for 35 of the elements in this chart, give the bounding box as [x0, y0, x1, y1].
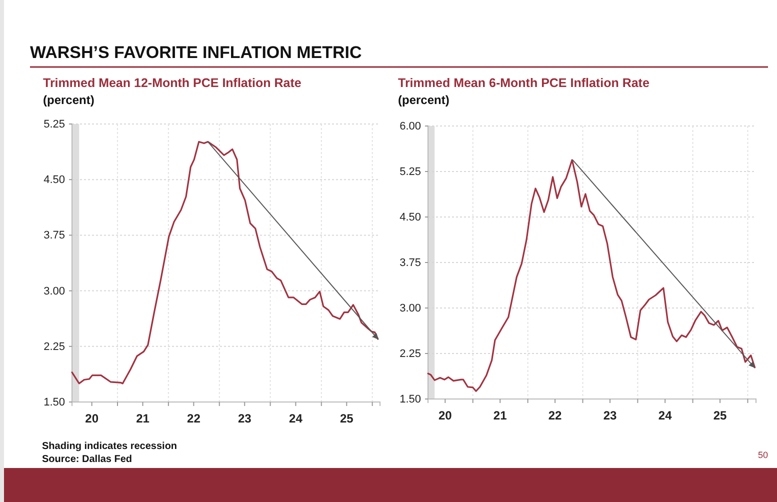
x-tick-label: 25 [340, 412, 354, 426]
x-tick-label: 22 [548, 408, 562, 423]
y-tick-label: 4.50 [44, 174, 65, 186]
y-tick-label: 4.50 [400, 212, 421, 224]
x-tick-label: 20 [438, 408, 452, 423]
line-series [71, 140, 379, 384]
text: 50 [758, 450, 768, 460]
y-tick-label: 6.00 [400, 120, 421, 133]
x-tick-label: 23 [603, 408, 617, 423]
y-axis-title: (percent) [398, 93, 450, 107]
y-tick-label: 2.25 [44, 340, 65, 353]
y-tick-label: 1.50 [400, 394, 421, 406]
x-tick-label: 24 [289, 412, 303, 426]
x-tick-label: 21 [493, 408, 508, 423]
y-tick-label: 2.25 [400, 348, 421, 360]
y-tick-label: 5.25 [400, 166, 421, 178]
y-tick-label: 3.00 [400, 302, 421, 315]
chart-subtitle: Trimmed Mean 12-Month PCE Inflation Rate [43, 76, 302, 90]
x-tick-label: 24 [658, 408, 672, 423]
x-tick-label: 20 [85, 412, 99, 426]
y-tick-label: 1.50 [44, 396, 65, 409]
chart-title: WARSH’S FAVORITE INFLATION METRIC [30, 43, 362, 62]
y-axis-title: (percent) [43, 93, 94, 107]
y-tick-label: 3.75 [44, 230, 65, 242]
x-tick-label: 21 [136, 412, 150, 426]
text: Shading indicates recession [42, 441, 178, 452]
y-tick-label: 3.00 [44, 285, 65, 298]
source-note: Source: Dallas Fed [42, 454, 132, 465]
y-tick-label: 5.25 [44, 118, 65, 131]
y-tick-label: 3.75 [400, 257, 421, 270]
chart-subtitle: Trimmed Mean 6-Month PCE Inflation Rate [398, 76, 650, 90]
x-tick-label: 22 [187, 412, 201, 426]
x-tick-label: 25 [713, 408, 728, 423]
x-tick-label: 23 [238, 412, 252, 426]
line-series [427, 159, 756, 392]
